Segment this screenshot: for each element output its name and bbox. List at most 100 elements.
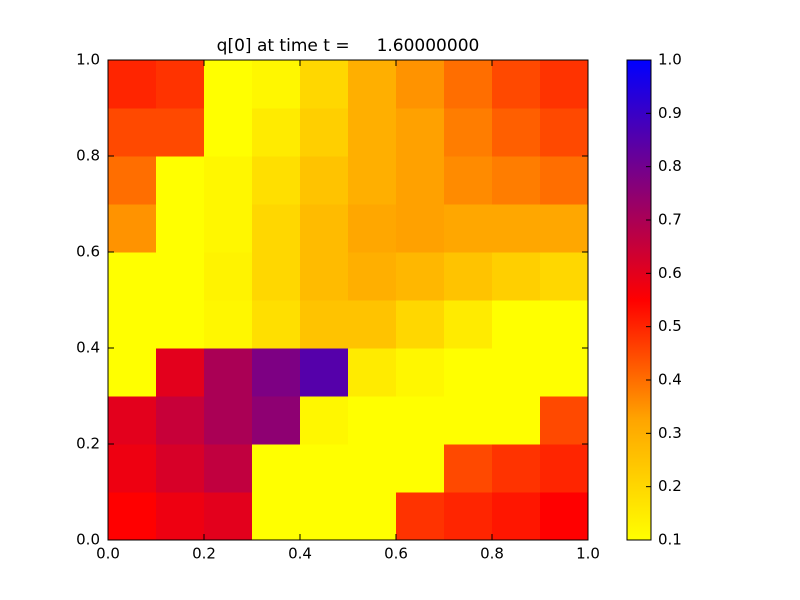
heatmap-cell: [492, 60, 541, 109]
colorbar-tick-label: 0.3: [658, 424, 682, 442]
heatmap-cell: [300, 108, 349, 157]
heatmap-cell: [540, 108, 589, 157]
heatmap-cell: [300, 444, 349, 493]
heatmap-cell: [204, 396, 253, 445]
heatmap-cell: [156, 348, 205, 397]
heatmap-cell: [108, 60, 157, 109]
x-tick-label: 0.2: [192, 545, 216, 563]
colorbar-tick-label: 0.7: [658, 211, 682, 229]
heatmap-cell: [204, 108, 253, 157]
heatmap-cell: [204, 300, 253, 349]
heatmap-cell: [348, 348, 397, 397]
plot-frame: [107, 59, 589, 541]
heatmap-cell: [204, 252, 253, 301]
heatmap-cell: [108, 396, 157, 445]
heatmap-cell: [348, 156, 397, 205]
heatmap-cell: [540, 492, 589, 541]
heatmap-cell: [348, 108, 397, 157]
heatmap-cell: [348, 300, 397, 349]
heatmap-cell: [348, 492, 397, 541]
heatmap-cell: [252, 300, 301, 349]
colorbar-tick-label: 0.2: [658, 477, 682, 495]
heatmap-cell: [492, 492, 541, 541]
heatmap-cell: [300, 156, 349, 205]
heatmap-cell: [156, 444, 205, 493]
heatmap-cell: [396, 108, 445, 157]
heatmap-cell: [444, 108, 493, 157]
heatmap-cell: [540, 252, 589, 301]
x-tick-label: 1.0: [576, 545, 600, 563]
heatmap-cell: [204, 492, 253, 541]
heatmap-cell: [444, 252, 493, 301]
heatmap-cell: [156, 156, 205, 205]
heatmap-cell: [108, 300, 157, 349]
heatmap-cell: [396, 396, 445, 445]
heatmap-cell: [156, 492, 205, 541]
colorbar-tick-label: 0.1: [658, 531, 682, 549]
heatmap-cell: [540, 348, 589, 397]
heatmap-cell: [492, 300, 541, 349]
y-tick-label: 0.6: [76, 243, 100, 261]
heatmap-cell: [444, 300, 493, 349]
heatmap-cell: [444, 396, 493, 445]
heatmap-cell: [348, 252, 397, 301]
colorbar-tick-label: 0.6: [658, 264, 682, 282]
x-tick-label: 0.0: [96, 545, 120, 563]
heatmap-cell: [396, 156, 445, 205]
heatmap-cell: [204, 348, 253, 397]
heatmap-cell: [540, 204, 589, 253]
heatmap-cell: [492, 252, 541, 301]
x-tick-label: 0.8: [480, 545, 504, 563]
heatmap-cell: [444, 204, 493, 253]
heatmap-cell: [252, 156, 301, 205]
heatmap-cell: [540, 444, 589, 493]
heatmap-cell: [252, 396, 301, 445]
heatmap-cell: [300, 492, 349, 541]
heatmap-cell: [108, 156, 157, 205]
x-tick-label: 0.4: [288, 545, 312, 563]
heatmap-cell: [540, 300, 589, 349]
y-tick-label: 0.8: [76, 147, 100, 165]
heatmap-cell: [204, 444, 253, 493]
heatmap-cell: [252, 348, 301, 397]
colorbar-tick-label: 0.5: [658, 317, 682, 335]
heatmap-cell: [492, 348, 541, 397]
heatmap-cell: [108, 492, 157, 541]
heatmap-cell: [252, 252, 301, 301]
colorbar-tick-label: 0.8: [658, 157, 682, 175]
y-tick-label: 0.2: [76, 435, 100, 453]
heatmap-cell: [540, 60, 589, 109]
heatmap-cell: [108, 444, 157, 493]
heatmap-cell: [396, 444, 445, 493]
colorbar-tick-label: 0.4: [658, 371, 682, 389]
heatmap-cell: [108, 348, 157, 397]
heatmap-cell: [348, 60, 397, 109]
heatmap-cell: [300, 348, 349, 397]
heatmap-cell: [204, 60, 253, 109]
heatmap-cell: [300, 300, 349, 349]
heatmap-cell: [252, 204, 301, 253]
heatmap-cell: [252, 492, 301, 541]
heatmap-cell: [396, 252, 445, 301]
heatmap-cell: [156, 396, 205, 445]
heatmap-cell: [300, 252, 349, 301]
heatmap-cell: [252, 444, 301, 493]
heatmap-cell: [156, 300, 205, 349]
heatmap-cell: [300, 396, 349, 445]
x-tick-label: 0.6: [384, 545, 408, 563]
heatmap-cell: [348, 444, 397, 493]
y-tick-label: 0.4: [76, 339, 100, 357]
heatmap-cell: [204, 156, 253, 205]
heatmap-cell: [396, 60, 445, 109]
heatmap-cell: [348, 396, 397, 445]
heatmap-cell: [396, 204, 445, 253]
heatmap-cell: [492, 396, 541, 445]
heatmap-cell: [540, 396, 589, 445]
heatmap-cell: [108, 204, 157, 253]
heatmap-cell: [444, 492, 493, 541]
heatmap-cell: [492, 204, 541, 253]
heatmap-cell: [492, 108, 541, 157]
heatmap-cell: [396, 348, 445, 397]
heatmap-cell: [252, 60, 301, 109]
